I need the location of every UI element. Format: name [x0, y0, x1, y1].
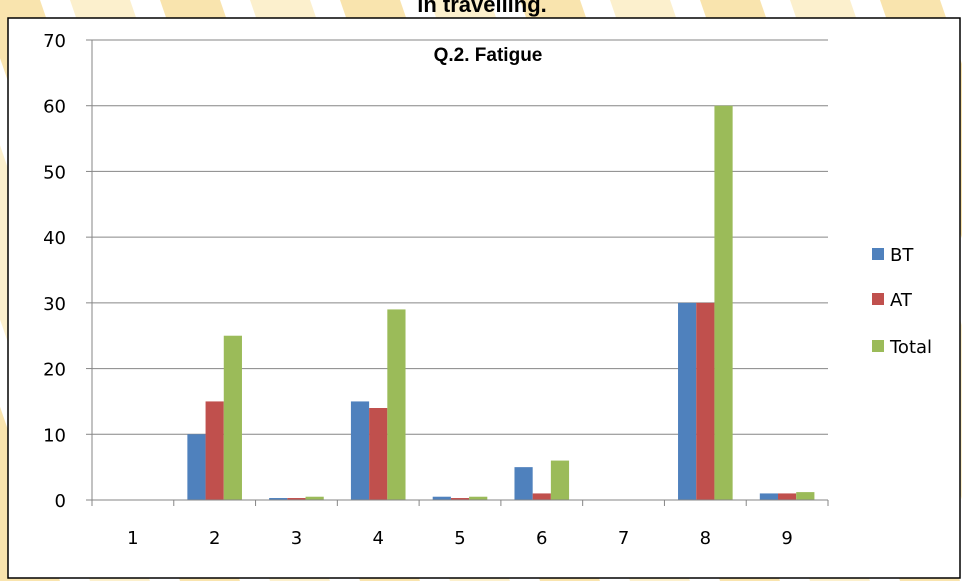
bar-total-3 — [305, 496, 324, 500]
x-tick-label: 9 — [781, 528, 792, 549]
legend-label-at: AT — [890, 290, 913, 311]
page-heading: in travelling. — [417, 0, 547, 17]
bar-at-4 — [369, 408, 388, 500]
bar-bt-8 — [678, 302, 697, 500]
bar-total-2 — [223, 335, 242, 500]
x-tick-label: 6 — [536, 528, 547, 549]
bar-bt-2 — [187, 434, 206, 500]
legend-swatch-bt — [872, 248, 884, 260]
legend-label-total: Total — [889, 337, 932, 358]
bar-at-2 — [205, 401, 224, 500]
x-axis: 1 2 3 4 5 6 7 8 9 — [91, 499, 829, 549]
bar-bt-3 — [269, 498, 288, 500]
bar-total-5 — [469, 496, 488, 500]
y-tick-label: 10 — [43, 425, 66, 446]
x-tick-label: 4 — [372, 528, 383, 549]
x-tick-label: 1 — [127, 528, 138, 549]
y-tick-label: 40 — [43, 228, 66, 249]
legend-swatch-total — [872, 340, 884, 352]
y-tick-label: 0 — [55, 491, 66, 512]
x-tick-label: 3 — [291, 528, 302, 549]
y-tick-label: 20 — [43, 360, 66, 381]
chart-border — [7, 17, 961, 579]
bar-total-6 — [550, 460, 570, 500]
bar-bt-9 — [759, 493, 779, 500]
chart-title: Q.2. Fatigue — [434, 45, 543, 66]
y-tick-label: 60 — [43, 97, 66, 118]
x-tick-label: 2 — [209, 528, 220, 549]
bar-at-9 — [778, 493, 797, 500]
y-tick-label: 70 — [43, 31, 66, 52]
legend: BT AT Total — [872, 245, 932, 358]
legend-label-bt: BT — [890, 245, 914, 266]
bar-total-8 — [714, 105, 733, 500]
y-tick-label: 50 — [43, 162, 66, 183]
bar-at-3 — [287, 498, 306, 500]
x-tick-label: 5 — [454, 528, 465, 549]
bar-total-9 — [796, 492, 815, 500]
x-tick-label: 7 — [618, 528, 629, 549]
y-tick-label: 30 — [43, 294, 66, 315]
y-axis-ticks: 0 10 20 30 40 50 60 70 — [43, 31, 93, 512]
bar-at-5 — [450, 498, 470, 500]
bar-at-8 — [696, 302, 715, 500]
x-tick-label: 8 — [700, 528, 711, 549]
legend-swatch-at — [872, 293, 884, 305]
bar-bt-6 — [514, 467, 533, 500]
bar-bt-5 — [432, 496, 451, 500]
bars — [187, 105, 815, 500]
bar-at-6 — [532, 493, 551, 500]
bar-bt-4 — [350, 401, 370, 500]
bar-total-4 — [387, 309, 406, 500]
